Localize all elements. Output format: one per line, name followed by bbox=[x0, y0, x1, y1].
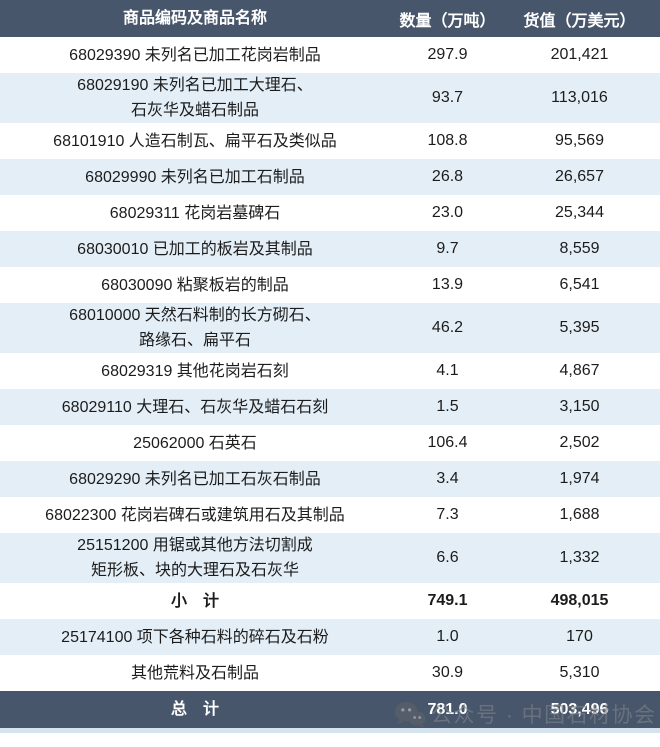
table-row: 68029990 未列名已加工石制品 26.8 26,657 bbox=[0, 159, 660, 195]
cell-product-name: 小 计 bbox=[170, 592, 219, 610]
bottom-edge-strip bbox=[0, 728, 660, 733]
cell-qty: 297.9 bbox=[427, 46, 468, 63]
cell-qty: 23.0 bbox=[431, 204, 464, 221]
cell-qty: 30.9 bbox=[431, 664, 464, 681]
cell-value: 2,502 bbox=[559, 434, 600, 451]
cell-product-name: 68022300 花岗岩碑石或建筑用石及其制品 bbox=[45, 506, 345, 524]
cell-qty: 46.2 bbox=[431, 319, 464, 336]
cell-value: 6,541 bbox=[559, 276, 600, 293]
table-row: 68029311 花岗岩墓碑石 23.0 25,344 bbox=[0, 195, 660, 231]
table-body: 68029390 未列名已加工花岗岩制品 297.9 201,421 68029… bbox=[0, 37, 660, 691]
cell-qty: 749.1 bbox=[427, 592, 468, 609]
cell-product-name: 25062000 石英石 bbox=[133, 434, 257, 452]
table-row: 68029390 未列名已加工花岗岩制品 297.9 201,421 bbox=[0, 37, 660, 73]
cell-qty: 7.3 bbox=[436, 506, 459, 523]
cell-product-name: 25151200 用锯或其他方法切割成 矩形板、块的大理石及石灰华 bbox=[77, 537, 313, 579]
cell-value: 26,657 bbox=[555, 168, 604, 185]
cell-product-name: 68030010 已加工的板岩及其制品 bbox=[77, 240, 313, 258]
cell-value: 95,569 bbox=[555, 132, 604, 149]
cell-product-name: 68029319 其他花岗岩石刻 bbox=[101, 362, 289, 380]
table-row: 68030010 已加工的板岩及其制品 9.7 8,559 bbox=[0, 231, 660, 267]
table-header-row: 商品编码及商品名称 数量（万吨） 货值（万美元） bbox=[0, 0, 660, 37]
header-qty-column: 数量（万吨） bbox=[399, 12, 496, 30]
cell-qty: 3.4 bbox=[436, 470, 459, 487]
cell-qty: 1.5 bbox=[436, 398, 459, 415]
table-row: 68029110 大理石、石灰华及蜡石石刻 1.5 3,150 bbox=[0, 389, 660, 425]
cell-product-name: 68029990 未列名已加工石制品 bbox=[85, 168, 305, 186]
table-total-row: 总 计 781.0 503,496 bbox=[0, 691, 660, 728]
cell-value: 5,395 bbox=[559, 319, 600, 336]
table-row: 68022300 花岗岩碑石或建筑用石及其制品 7.3 1,688 bbox=[0, 497, 660, 533]
cell-qty: 106.4 bbox=[427, 434, 468, 451]
cell-value: 113,016 bbox=[551, 89, 608, 106]
table-row: 25174100 项下各种石料的碎石及石粉 1.0 170 bbox=[0, 619, 660, 655]
cell-value: 1,974 bbox=[559, 470, 600, 487]
cell-value: 498,015 bbox=[550, 592, 609, 609]
total-value: 503,496 bbox=[550, 700, 609, 718]
table-row: 68029319 其他花岗岩石刻 4.1 4,867 bbox=[0, 353, 660, 389]
cell-qty: 9.7 bbox=[436, 240, 459, 257]
total-qty: 781.0 bbox=[427, 700, 468, 718]
table-row: 68030090 粘聚板岩的制品 13.9 6,541 bbox=[0, 267, 660, 303]
cell-product-name: 其他荒料及石制品 bbox=[130, 664, 259, 682]
cell-value: 3,150 bbox=[559, 398, 600, 415]
cell-qty: 26.8 bbox=[431, 168, 464, 185]
table-row: 25151200 用锯或其他方法切割成 矩形板、块的大理石及石灰华 6.6 1,… bbox=[0, 533, 660, 583]
cell-qty: 108.8 bbox=[427, 132, 468, 149]
cell-value: 8,559 bbox=[559, 240, 600, 257]
table-row: 小 计 749.1 498,015 bbox=[0, 583, 660, 619]
cell-value: 1,688 bbox=[559, 506, 600, 523]
total-label: 总 计 bbox=[170, 701, 219, 718]
cell-qty: 93.7 bbox=[431, 89, 464, 106]
cell-product-name: 68029290 未列名已加工石灰石制品 bbox=[69, 470, 321, 488]
cell-value: 170 bbox=[566, 628, 593, 645]
cell-value: 25,344 bbox=[555, 204, 604, 221]
cell-qty: 4.1 bbox=[436, 362, 459, 379]
header-product-column: 商品编码及商品名称 bbox=[122, 10, 267, 27]
cell-product-name: 68029110 大理石、石灰华及蜡石石刻 bbox=[61, 398, 329, 416]
cell-qty: 13.9 bbox=[431, 276, 464, 293]
cell-product-name: 68030090 粘聚板岩的制品 bbox=[101, 276, 289, 294]
cell-product-name: 68010000 天然石料制的长方砌石、 路缘石、扁平石 bbox=[69, 307, 321, 349]
cell-product-name: 68029390 未列名已加工花岗岩制品 bbox=[69, 46, 321, 64]
header-value-column: 货值（万美元） bbox=[523, 12, 636, 30]
table-row: 68010000 天然石料制的长方砌石、 路缘石、扁平石 46.2 5,395 bbox=[0, 303, 660, 353]
table-row: 其他荒料及石制品 30.9 5,310 bbox=[0, 655, 660, 691]
cell-value: 4,867 bbox=[559, 362, 600, 379]
cell-product-name: 25174100 项下各种石料的碎石及石粉 bbox=[61, 628, 329, 646]
table-row: 68029290 未列名已加工石灰石制品 3.4 1,974 bbox=[0, 461, 660, 497]
table-row: 68101910 人造石制瓦、扁平石及类似品 108.8 95,569 bbox=[0, 123, 660, 159]
table-row: 25062000 石英石 106.4 2,502 bbox=[0, 425, 660, 461]
cell-product-name: 68029190 未列名已加工大理石、 石灰华及蜡石制品 bbox=[77, 77, 313, 119]
cell-qty: 1.0 bbox=[436, 628, 459, 645]
cell-product-name: 68029311 花岗岩墓碑石 bbox=[109, 204, 281, 222]
cell-product-name: 68101910 人造石制瓦、扁平石及类似品 bbox=[53, 132, 337, 150]
table-row: 68029190 未列名已加工大理石、 石灰华及蜡石制品 93.7 113,01… bbox=[0, 73, 660, 123]
cell-value: 201,421 bbox=[550, 46, 609, 63]
cell-value: 5,310 bbox=[559, 664, 600, 681]
cell-qty: 6.6 bbox=[436, 549, 459, 566]
cell-value: 1,332 bbox=[559, 549, 600, 566]
